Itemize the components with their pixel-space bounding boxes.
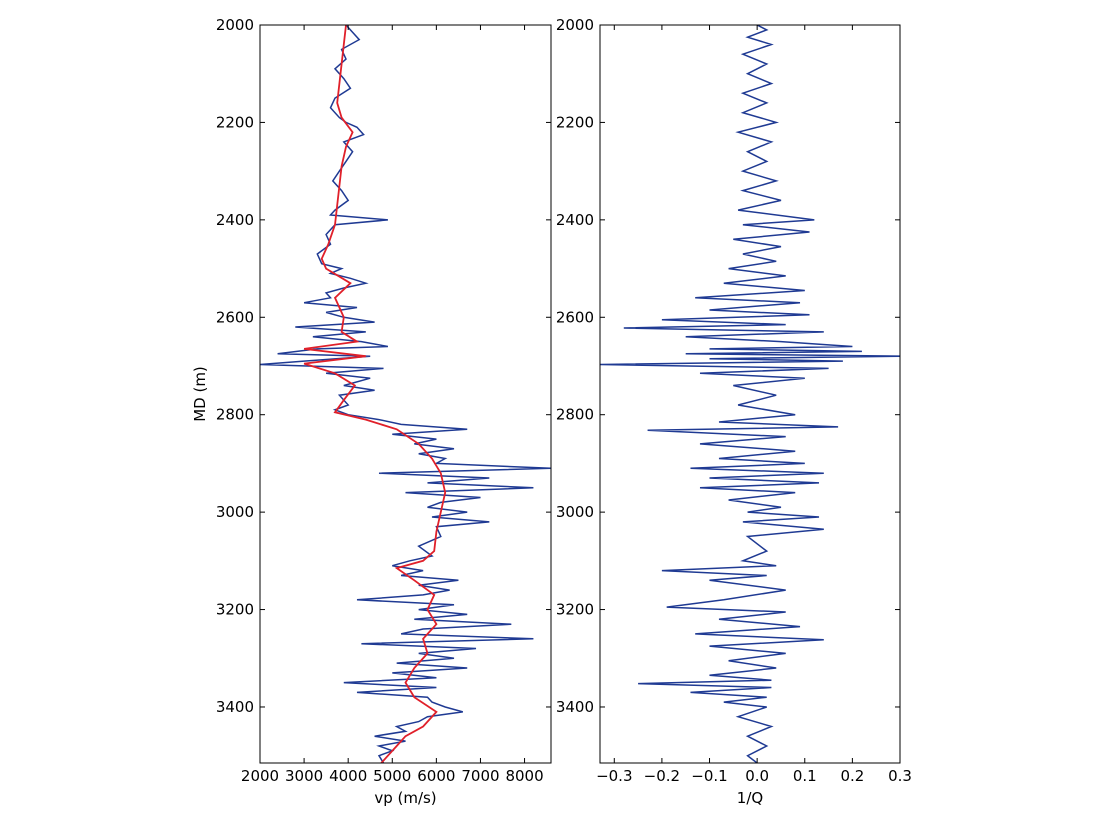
y-tick-label: 3000 (556, 503, 594, 521)
y-tick-label: 2600 (216, 308, 254, 326)
x-tick-label: 0.3 (888, 767, 912, 785)
y-tick-label: 3000 (216, 503, 254, 521)
y-tick-label: 2200 (216, 113, 254, 131)
x-tick-label: 8000 (505, 767, 543, 785)
inverse-q-axes-frame (599, 24, 901, 764)
vp-x-axis-label: vp (m/s) (374, 789, 436, 807)
y-tick-label: 2000 (216, 16, 254, 34)
inverse-q-x-axis-label: 1/Q (737, 789, 763, 807)
x-tick-label: 6000 (417, 767, 455, 785)
vp-y-axis-label: MD (m) (191, 366, 209, 422)
x-tick-label: −0.3 (596, 767, 632, 785)
y-tick-label: 3200 (216, 601, 254, 619)
vp-plot-area (260, 25, 551, 763)
x-tick-label: 2000 (241, 767, 279, 785)
y-tick-label: 2400 (556, 211, 594, 229)
vp-axes-frame (259, 24, 552, 764)
vp-panel: 2000 2200 2400 2600 2800 3000 3200 3400 2000 3000… (191, 16, 552, 807)
y-tick-label: 3400 (556, 698, 594, 716)
inverse-q-raw-line (600, 25, 900, 763)
y-tick-label: 2200 (556, 113, 594, 131)
y-tick-label: 2400 (216, 211, 254, 229)
x-tick-label: 5000 (373, 767, 411, 785)
inverse-q-panel: 2000 2200 2400 2600 2800 3000 3200 3400 −0.3 −0.2… (556, 16, 912, 807)
x-tick-label: 0.0 (745, 767, 769, 785)
y-tick-label: 2600 (556, 308, 594, 326)
y-tick-label: 2800 (216, 406, 254, 424)
x-tick-label: 0.1 (793, 767, 817, 785)
x-tick-label: 4000 (329, 767, 367, 785)
y-tick-label: 2000 (556, 16, 594, 34)
y-tick-label: 3400 (216, 698, 254, 716)
vp-raw-line (260, 25, 551, 763)
inverse-q-plot-area (600, 25, 900, 763)
vp-smoothed-line (303, 25, 447, 763)
x-tick-label: 0.2 (840, 767, 864, 785)
y-tick-label: 2800 (556, 406, 594, 424)
x-tick-label: 3000 (285, 767, 323, 785)
x-tick-label: 7000 (461, 767, 499, 785)
y-tick-label: 3200 (556, 601, 594, 619)
x-tick-label: −0.2 (644, 767, 680, 785)
x-tick-label: −0.1 (691, 767, 727, 785)
